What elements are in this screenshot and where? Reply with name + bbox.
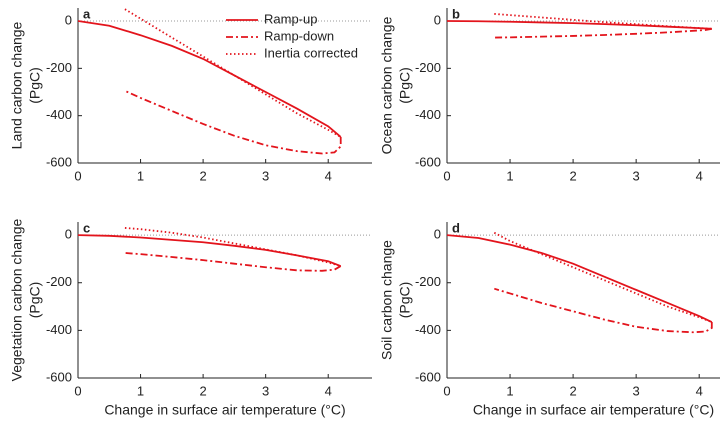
- y-tick-label: -600: [415, 154, 441, 169]
- series-line: [493, 231, 713, 323]
- series-line: [447, 20, 712, 30]
- series-line: [494, 27, 712, 39]
- y-axis-label: Soil carbon change: [379, 240, 395, 360]
- panel: -600 -400 -200 0 0 1 2 3 4 Land carbon change (PgC…: [9, 6, 372, 183]
- series-line: [124, 8, 342, 138]
- x-tick-label: 3: [633, 168, 640, 183]
- y-tick-label: -600: [46, 154, 72, 169]
- y-axis-label: Vegetation carbon change: [9, 218, 25, 381]
- series-line: [494, 13, 712, 30]
- legend-label: Ramp-down: [264, 28, 334, 43]
- x-tick-label: 3: [262, 383, 269, 398]
- x-tick-label: 1: [506, 168, 513, 183]
- y-tick-label: -200: [415, 274, 441, 289]
- series-line: [447, 234, 713, 323]
- x-tick-label: 0: [443, 383, 450, 398]
- x-tick-label: 3: [633, 383, 640, 398]
- series-line: [124, 90, 342, 155]
- series-line: [78, 234, 342, 267]
- panel-letter: a: [83, 6, 91, 21]
- y-axis-label: (PgC): [27, 282, 43, 319]
- x-tick-label: 1: [137, 383, 144, 398]
- panel: -600 -400 -200 0 0 1 2 3 4 Soil carbon change (PgC…: [379, 220, 720, 418]
- x-tick-label: 2: [199, 168, 206, 183]
- y-axis-label: Land carbon change: [9, 21, 25, 149]
- legend-label: Ramp-up: [264, 11, 317, 26]
- y-tick-label: -400: [415, 107, 441, 122]
- y-tick-label: 0: [65, 227, 72, 242]
- y-tick-label: -400: [46, 322, 72, 337]
- y-axis-label: Ocean carbon change: [379, 16, 395, 154]
- x-tick-label: 1: [506, 383, 513, 398]
- y-tick-label: 0: [65, 12, 72, 27]
- x-tick-label: 0: [443, 168, 450, 183]
- series-line: [494, 287, 713, 334]
- y-tick-label: -200: [46, 274, 72, 289]
- x-tick-label: 4: [696, 168, 703, 183]
- x-tick-label: 3: [262, 168, 269, 183]
- y-tick-label: -600: [415, 369, 441, 384]
- y-axis-label: (PgC): [397, 282, 413, 319]
- y-tick-label: -400: [415, 322, 441, 337]
- series-line: [124, 252, 342, 272]
- y-axis-label: (PgC): [397, 67, 413, 104]
- x-tick-label: 4: [696, 383, 703, 398]
- x-axis-label: Change in surface air temperature (°C): [473, 402, 714, 418]
- series-line: [78, 20, 342, 138]
- x-axis-label: Change in surface air temperature (°C): [104, 402, 345, 418]
- series-line: [124, 227, 341, 267]
- x-tick-label: 2: [569, 383, 576, 398]
- x-tick-label: 0: [74, 383, 81, 398]
- x-tick-label: 0: [74, 168, 81, 183]
- x-tick-label: 4: [325, 383, 332, 398]
- x-tick-label: 2: [569, 168, 576, 183]
- y-axis-label: (PgC): [27, 67, 43, 104]
- y-tick-label: -200: [415, 60, 441, 75]
- y-tick-label: -600: [46, 369, 72, 384]
- y-tick-label: 0: [434, 227, 441, 242]
- panel-letter: b: [452, 6, 460, 21]
- panel: -600 -400 -200 0 0 1 2 3 4 Ocean carbon change (Pg…: [379, 6, 720, 183]
- legend-label: Inertia corrected: [264, 45, 358, 60]
- y-tick-label: 0: [434, 12, 441, 27]
- panel: -600 -400 -200 0 0 1 2 3 4 Vegetation carbon chan…: [9, 218, 372, 418]
- x-tick-label: 4: [325, 168, 332, 183]
- panel-letter: d: [452, 220, 460, 235]
- panel-letter: c: [83, 220, 90, 235]
- y-tick-label: -200: [46, 60, 72, 75]
- x-tick-label: 2: [199, 383, 206, 398]
- x-tick-label: 1: [137, 168, 144, 183]
- y-tick-label: -400: [46, 107, 72, 122]
